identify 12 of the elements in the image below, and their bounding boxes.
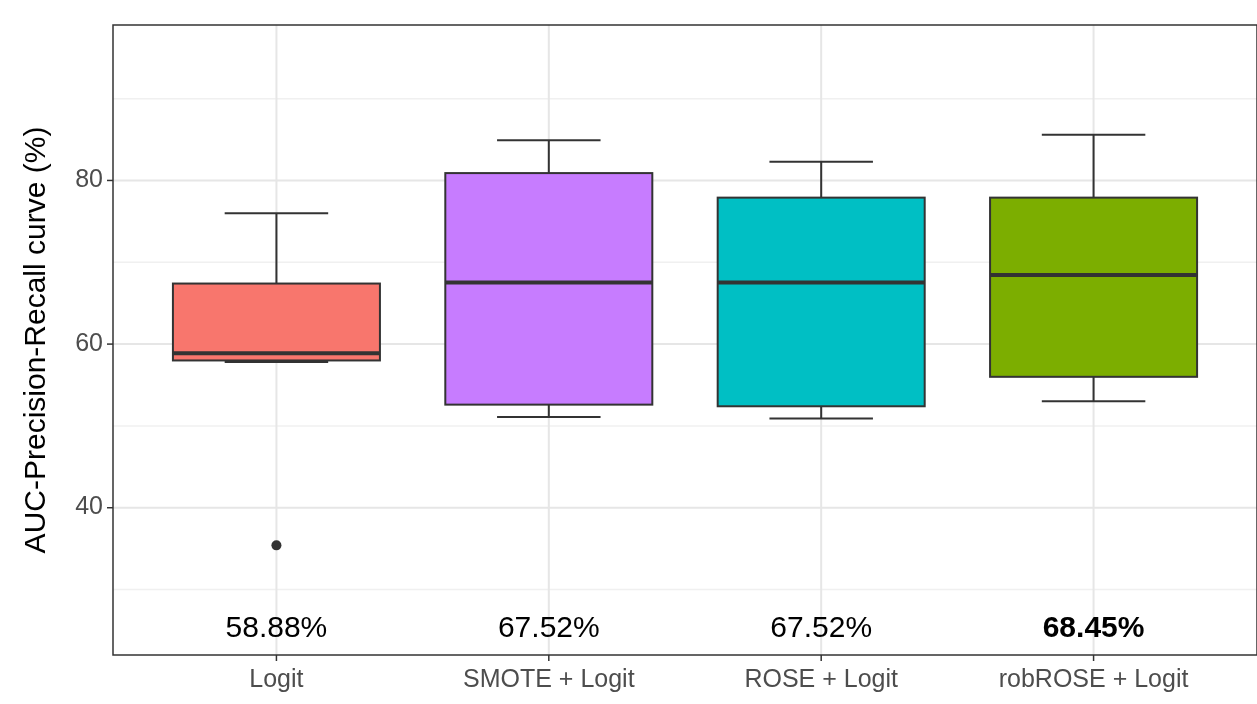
y-tick-label: 40 [75, 491, 103, 520]
x-tick-label: SMOTE + Logit [463, 664, 635, 692]
annotation: 58.88% [225, 609, 328, 643]
y-axis-title: AUC-Precision-Recall curve (%) [18, 126, 51, 554]
annotation: 67.52% [770, 609, 873, 643]
y-tick-label: 60 [75, 327, 103, 356]
x-tick-label: ROSE + Logit [744, 664, 899, 692]
annotation: 67.52% [497, 609, 600, 643]
x-tick-label: robROSE + Logit [998, 664, 1189, 692]
y-tick-label: 80 [75, 164, 103, 193]
annotation: 68.45% [1042, 609, 1145, 643]
x-tick-label: Logit [249, 664, 304, 692]
